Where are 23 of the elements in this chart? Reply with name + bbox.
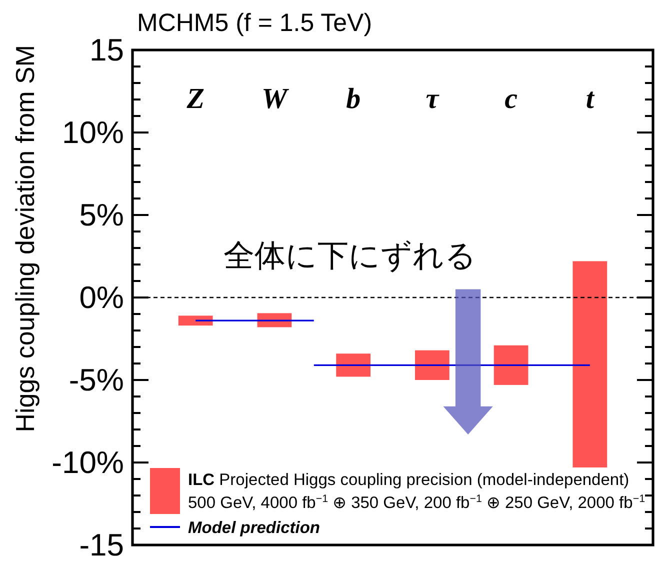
chart-title: MCHM5 (f = 1.5 TeV) [137, 9, 372, 37]
y-tick-label: 10% [62, 115, 124, 150]
x-tick-label: τ [426, 83, 440, 115]
legend: ILC Projected Higgs coupling precision (model-independent) 500 GeV, 4000 fb$^{−1}$ ⊕ 350 GeV, 200 fb$^{−1}$ ⊕ 250 GeV, 2000 fb$^{−1}$ Model prediction [150, 468, 646, 537]
x-tick-label: Z [186, 83, 204, 115]
legend-label: Model prediction [188, 519, 320, 537]
y-tick-label: -15 [79, 528, 124, 561]
bar [572, 261, 608, 468]
y-axis-title: Higgs coupling deviation from SM [10, 45, 40, 432]
x-tick-label: W [262, 83, 290, 115]
y-tick-label: 0% [79, 280, 124, 315]
y-tick-label: 15 [90, 32, 124, 68]
annotation: 全体に下にずれる [224, 238, 477, 273]
x-tick-label: b [346, 83, 361, 115]
x-tick-label: t [586, 83, 595, 115]
y-tick-label: -10% [52, 445, 124, 480]
y-tick-label: -5% [68, 362, 124, 398]
y-tick-label: 5% [79, 198, 124, 232]
bar [178, 316, 213, 326]
bar [414, 350, 450, 380]
bar [336, 354, 371, 377]
x-tick-label: c [504, 83, 518, 115]
bar [494, 345, 528, 385]
